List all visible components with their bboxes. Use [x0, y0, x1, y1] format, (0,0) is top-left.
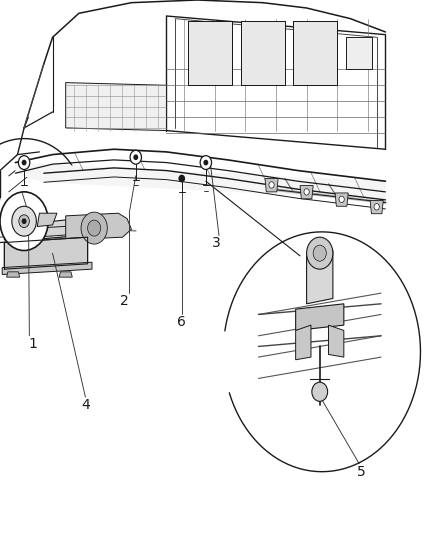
Polygon shape: [346, 37, 372, 69]
Circle shape: [130, 150, 141, 164]
Polygon shape: [335, 193, 348, 206]
Text: 2: 2: [120, 294, 129, 308]
Text: 5: 5: [357, 465, 366, 479]
Polygon shape: [293, 21, 337, 85]
Circle shape: [313, 245, 326, 261]
Polygon shape: [296, 325, 311, 360]
Circle shape: [339, 196, 344, 203]
Circle shape: [312, 382, 328, 401]
Text: 1: 1: [28, 337, 37, 351]
Circle shape: [19, 215, 29, 228]
Circle shape: [134, 155, 138, 159]
Polygon shape: [241, 21, 285, 85]
Polygon shape: [66, 83, 166, 131]
Polygon shape: [35, 224, 110, 237]
Circle shape: [269, 182, 274, 188]
Text: 4: 4: [81, 398, 90, 412]
Circle shape: [81, 212, 107, 244]
Polygon shape: [296, 304, 344, 330]
Polygon shape: [2, 262, 92, 274]
Circle shape: [12, 206, 36, 236]
Polygon shape: [66, 213, 131, 240]
Polygon shape: [4, 219, 79, 240]
Circle shape: [88, 220, 101, 236]
Polygon shape: [328, 325, 344, 357]
Circle shape: [204, 160, 208, 165]
Circle shape: [22, 160, 26, 165]
Polygon shape: [188, 21, 232, 85]
Polygon shape: [7, 272, 20, 277]
Circle shape: [304, 189, 309, 195]
Polygon shape: [59, 272, 72, 277]
Polygon shape: [370, 200, 383, 214]
Polygon shape: [307, 251, 333, 304]
Text: 6: 6: [177, 316, 186, 329]
Polygon shape: [37, 213, 57, 227]
Polygon shape: [4, 237, 88, 269]
Polygon shape: [15, 163, 385, 200]
Circle shape: [307, 237, 333, 269]
Circle shape: [179, 175, 184, 182]
Text: 3: 3: [212, 236, 221, 249]
Circle shape: [18, 156, 30, 169]
Circle shape: [374, 204, 379, 210]
Circle shape: [200, 156, 212, 169]
Polygon shape: [265, 179, 278, 192]
Circle shape: [22, 219, 26, 223]
Polygon shape: [300, 185, 313, 199]
Circle shape: [0, 192, 48, 251]
